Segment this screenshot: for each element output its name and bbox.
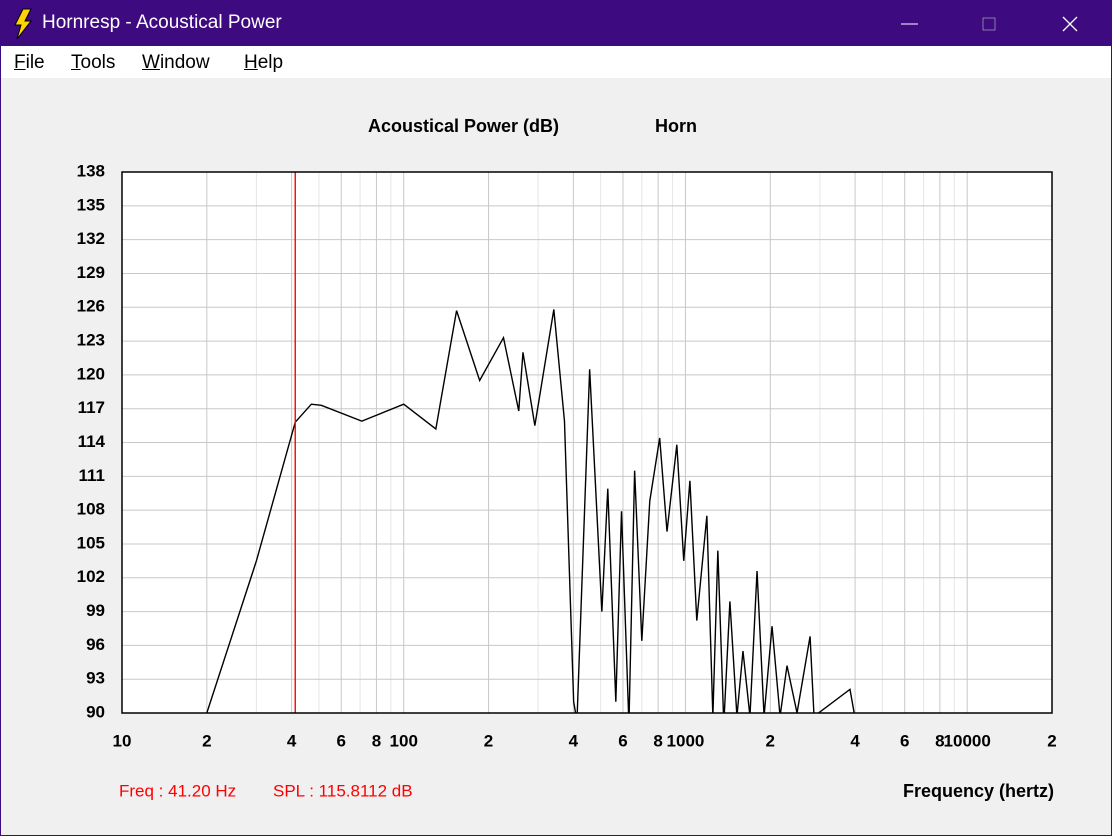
- chart-subtitle: Horn: [655, 116, 697, 136]
- menu-item[interactable]: Window: [142, 52, 210, 73]
- x-tick-label: 10: [113, 731, 132, 750]
- y-tick-label: 102: [77, 567, 105, 586]
- y-tick-label: 123: [77, 331, 105, 350]
- app-icon: [14, 8, 33, 40]
- cursor-spl: SPL : 115.8112 dB: [273, 781, 413, 800]
- x-axis-label: Frequency (hertz): [903, 781, 1054, 801]
- y-tick-label: 120: [77, 364, 105, 383]
- x-tick-label: 6: [900, 731, 909, 750]
- y-tick-label: 99: [86, 601, 105, 620]
- x-tick-label: 1000: [667, 731, 705, 750]
- y-tick-label: 138: [77, 161, 105, 180]
- x-tick-label: 8: [372, 731, 381, 750]
- x-tick-label: 2: [484, 731, 493, 750]
- y-tick-label: 117: [78, 398, 105, 417]
- x-tick-label: 4: [569, 731, 579, 750]
- x-tick-label: 2: [1047, 731, 1056, 750]
- title-bar: Hornresp - Acoustical Power: [1, 1, 1111, 46]
- window-title: Hornresp - Acoustical Power: [42, 12, 282, 33]
- x-tick-label: 8: [935, 731, 944, 750]
- y-tick-label: 90: [86, 702, 105, 721]
- maximize[interactable]: [982, 17, 996, 31]
- y-tick-label: 135: [77, 195, 105, 214]
- y-tick-label: 93: [86, 669, 105, 688]
- y-tick-label: 111: [79, 466, 106, 485]
- y-tick-label: 132: [77, 229, 105, 248]
- grid: [121, 171, 1053, 714]
- x-tick-label: 6: [336, 731, 345, 750]
- x-tick-label: 10000: [944, 731, 991, 750]
- y-tick-label: 114: [78, 432, 106, 451]
- cursor-frequency: Freq : 41.20 Hz: [119, 781, 236, 800]
- x-tick-label: 2: [202, 731, 211, 750]
- x-tick-label: 8: [653, 731, 662, 750]
- plot-border: [121, 171, 1053, 714]
- menu-item[interactable]: Help: [244, 52, 284, 73]
- menu-item[interactable]: Tools: [71, 52, 116, 73]
- window-controls[interactable]: [881, 1, 1081, 46]
- x-tick-label: 4: [850, 731, 860, 750]
- x-tick-label: 100: [390, 731, 418, 750]
- y-tick-label: 108: [77, 500, 105, 519]
- x-tick-label: 6: [618, 731, 627, 750]
- y-tick-label: 129: [77, 263, 105, 282]
- chart-title: Acoustical Power (dB): [368, 116, 559, 136]
- menu-item[interactable]: File: [14, 52, 45, 73]
- y-tick-label: 96: [86, 635, 105, 654]
- y-tick-label: 126: [77, 297, 105, 316]
- x-tick-label: 2: [766, 731, 775, 750]
- menu-bar: File Tools Window Help: [1, 46, 1111, 78]
- chart: Acoustical Power (dB) Horn Frequency (he…: [77, 116, 1057, 801]
- y-tick-label: 105: [77, 533, 105, 552]
- response-line: [206, 309, 855, 713]
- x-tick-label: 4: [287, 731, 297, 750]
- close[interactable]: [1062, 16, 1078, 32]
